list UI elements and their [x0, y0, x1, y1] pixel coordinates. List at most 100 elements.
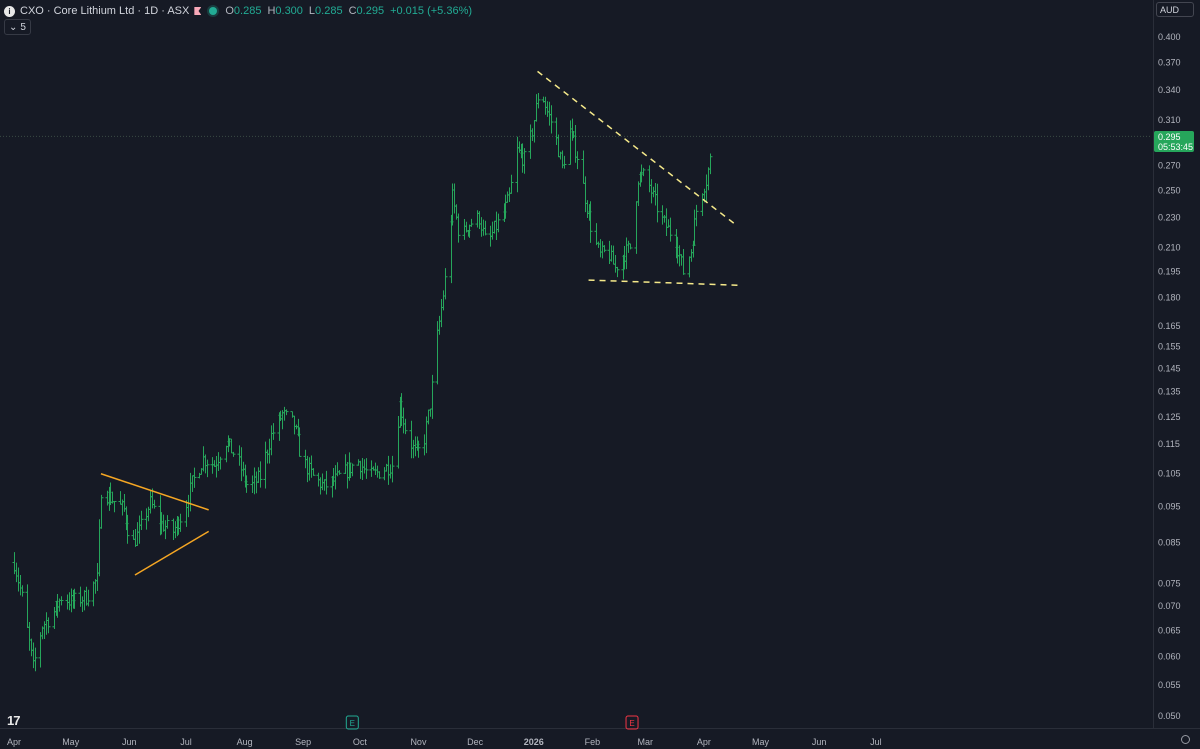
- price-bar: [479, 217, 484, 237]
- price-bar: [258, 461, 263, 488]
- price-bar: [178, 513, 183, 532]
- price-bar: [462, 218, 467, 240]
- earnings-marker: [625, 715, 639, 730]
- price-bar: [694, 204, 699, 227]
- y-tick-label: 0.145: [1158, 363, 1181, 373]
- close-key: C: [348, 5, 357, 17]
- x-tick-label: Jul: [870, 737, 882, 747]
- flag-icon[interactable]: [194, 7, 202, 15]
- x-tick-label: May: [752, 737, 770, 747]
- price-bar: [602, 245, 607, 253]
- y-tick-label: 0.310: [1158, 115, 1181, 125]
- y-tick-label: 0.270: [1158, 160, 1181, 170]
- price-bar: [543, 96, 548, 115]
- price-bar: [411, 439, 416, 459]
- price-bar: [190, 475, 195, 492]
- price-bar: [388, 464, 393, 479]
- price-bar: [139, 510, 144, 531]
- price-bar: [364, 458, 369, 479]
- price-bar: [662, 215, 667, 223]
- price-bar: [509, 174, 514, 194]
- price-bar: [93, 579, 98, 594]
- price-bar: [396, 416, 401, 469]
- y-tick-label: 0.155: [1158, 342, 1181, 352]
- price-bar: [31, 642, 36, 669]
- price-bar: [549, 105, 554, 134]
- price-bar: [664, 208, 669, 236]
- price-bar: [214, 455, 219, 478]
- high-key: H: [267, 5, 276, 17]
- price-bar: [409, 420, 414, 459]
- price-bar: [692, 209, 697, 246]
- indicators-toggle[interactable]: ⌄ 5: [4, 19, 31, 35]
- price-bar: [173, 521, 178, 539]
- price-bar: [481, 219, 486, 236]
- price-bar: [624, 237, 629, 270]
- price-bar: [311, 468, 316, 476]
- price-bar: [522, 148, 527, 174]
- price-bar: [452, 183, 457, 214]
- price-bar: [704, 174, 709, 203]
- y-tick-label: 0.055: [1158, 680, 1181, 690]
- price-bar: [343, 454, 348, 474]
- y-tick-label: 0.060: [1158, 651, 1181, 661]
- tradingview-logo-icon[interactable]: 17: [7, 713, 21, 728]
- price-bar: [82, 590, 87, 611]
- price-bar: [562, 155, 567, 169]
- y-tick-label: 0.195: [1158, 267, 1181, 277]
- y-tick-label: 0.095: [1158, 501, 1181, 511]
- y-tick-label: 0.230: [1158, 213, 1181, 223]
- price-bar: [483, 220, 488, 236]
- price-bar: [135, 522, 140, 546]
- price-bar: [216, 452, 221, 471]
- price-bar: [95, 563, 100, 591]
- price-bar: [197, 472, 202, 479]
- price-bar: [265, 449, 270, 464]
- x-tick-label: Nov: [410, 737, 427, 747]
- indicator-count: 5: [20, 21, 26, 33]
- y-tick-label: 0.370: [1158, 57, 1181, 67]
- price-bar: [611, 245, 616, 265]
- price-bar: [641, 167, 646, 177]
- price-bar: [184, 500, 189, 527]
- price-bar: [505, 191, 510, 203]
- price-bar: [112, 500, 117, 513]
- price-bar: [18, 575, 23, 596]
- price-bar: [358, 460, 363, 479]
- price-bar: [494, 211, 499, 240]
- price-bar: [700, 193, 705, 217]
- price-bar: [152, 499, 157, 509]
- currency-selector[interactable]: AUD: [1156, 2, 1194, 17]
- price-bar: [231, 451, 236, 457]
- price-bar: [337, 470, 342, 475]
- price-bar: [171, 518, 176, 540]
- price-bar: [335, 462, 340, 477]
- price-bar: [309, 455, 314, 478]
- price-bar: [67, 592, 72, 611]
- price-bar: [496, 213, 501, 233]
- open-value: 0.285: [233, 5, 262, 17]
- price-bar: [118, 491, 123, 505]
- price-bar: [91, 581, 96, 607]
- price-bar: [469, 218, 474, 227]
- price-bar: [636, 181, 641, 207]
- price-bar: [131, 529, 136, 540]
- price-bar: [356, 459, 361, 466]
- price-bar: [144, 508, 149, 530]
- price-bar: [390, 455, 395, 483]
- gear-icon[interactable]: [1181, 735, 1190, 744]
- x-tick-label: Mar: [638, 737, 654, 747]
- info-circle-icon[interactable]: i: [4, 5, 15, 17]
- price-bar: [186, 494, 191, 518]
- symbol-title[interactable]: CXO · Core Lithium Ltd · 1D · ASX: [20, 5, 190, 17]
- price-bar: [46, 617, 51, 634]
- bar-countdown: 05:53:45: [1158, 142, 1194, 152]
- y-tick-label: 0.105: [1158, 469, 1181, 479]
- chevron-down-icon: ⌄: [9, 21, 18, 33]
- price-bar: [439, 299, 444, 328]
- price-bar: [517, 141, 522, 153]
- price-bar: [163, 520, 168, 540]
- earnings-marker-label: E: [350, 719, 355, 728]
- x-tick-label: Feb: [585, 737, 601, 747]
